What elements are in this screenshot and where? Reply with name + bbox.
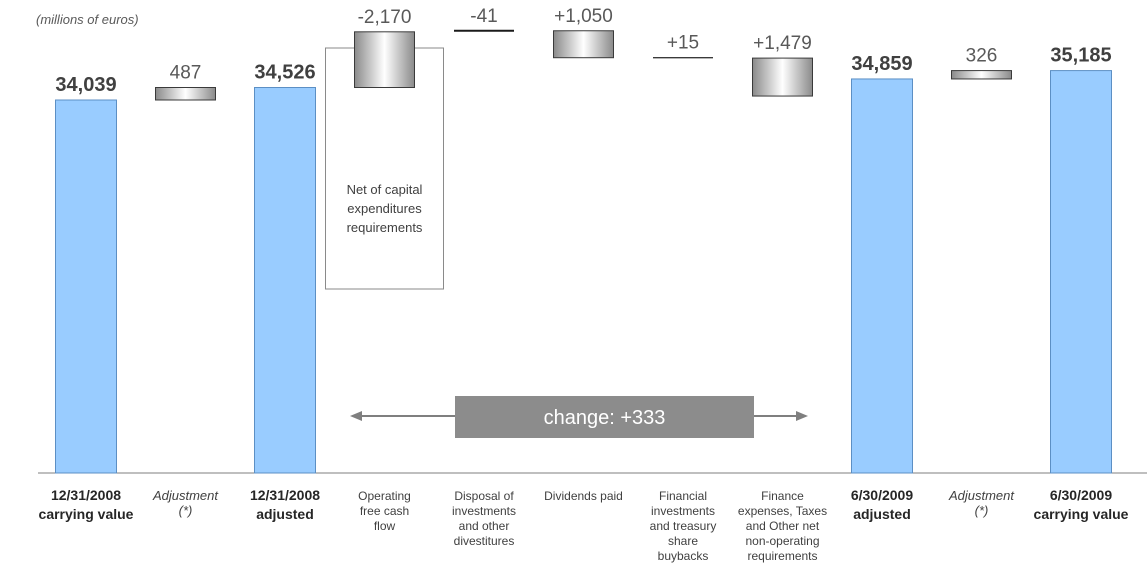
total-bar-s0 [55, 99, 117, 474]
category-label-s2: 12/31/2008 adjusted [250, 487, 320, 522]
change-arrow-left-head [350, 411, 362, 421]
total-bar-s10 [1050, 70, 1112, 474]
delta-bar-s1 [155, 87, 216, 101]
change-arrow-right-head [796, 411, 808, 421]
value-label-s1: 487 [170, 63, 202, 84]
value-label-s0: 34,039 [55, 74, 116, 96]
delta-bar-s9 [951, 70, 1012, 80]
category-label-s5: Dividends paid [544, 489, 623, 503]
total-bar-s2 [254, 87, 316, 474]
delta-bar-s5 [553, 30, 614, 59]
value-label-s8: 34,859 [851, 53, 912, 75]
value-label-s9: 326 [966, 46, 998, 67]
change-label: change: +333 [544, 407, 666, 429]
value-label-s2: 34,526 [254, 62, 315, 84]
value-label-s6: +15 [667, 33, 699, 54]
category-label-s10: 6/30/2009 carrying value [1034, 487, 1129, 522]
value-label-s3: -2,170 [358, 7, 412, 28]
value-label-s10: 35,185 [1050, 45, 1111, 67]
unit-label: (millions of euros) [36, 12, 139, 27]
category-label-s4: Disposal of investments and other divestitu… [452, 489, 516, 548]
annotation-text-s3: Net of capital expenditures requirements [347, 182, 423, 235]
category-label-s1: Adjustment (*) [152, 488, 219, 518]
category-label-s8: 6/30/2009 adjusted [851, 487, 913, 522]
value-label-s4: -41 [470, 6, 497, 27]
category-label-s3: Operating free cash flow [358, 489, 411, 533]
total-bar-s8 [851, 78, 913, 474]
category-label-s6: Financial investments and treasury share buy… [650, 489, 717, 563]
delta-bar-s7 [752, 57, 813, 97]
change-box [455, 396, 754, 438]
delta-bar-s3 [354, 31, 415, 89]
value-label-s5: +1,050 [554, 6, 613, 27]
category-label-s0: 12/31/2008 carrying value [39, 487, 134, 522]
category-label-s7: Finance expenses, Taxes and Other net non-o… [738, 489, 827, 563]
value-label-s7: +1,479 [753, 33, 812, 54]
category-label-s9: Adjustment (*) [948, 488, 1015, 518]
